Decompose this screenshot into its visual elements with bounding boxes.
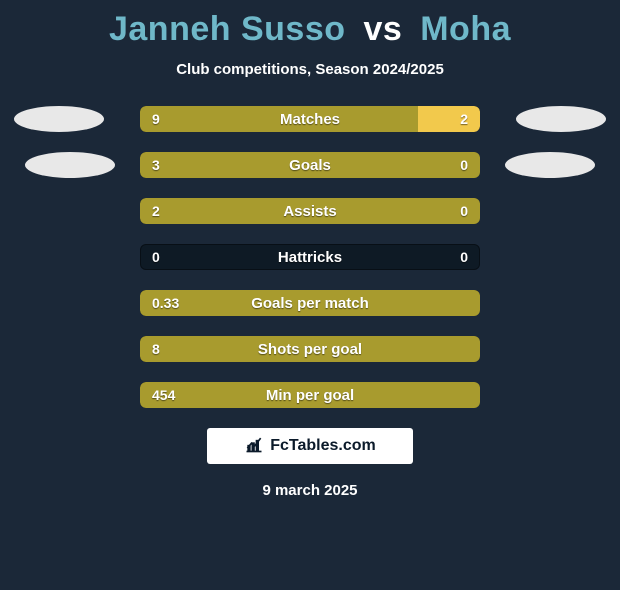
- subtitle: Club competitions, Season 2024/2025: [0, 61, 620, 78]
- stat-label: Goals per match: [140, 290, 480, 316]
- stat-value-left: 0: [152, 244, 160, 270]
- stat-row-hattricks: Hattricks0 0: [140, 244, 480, 270]
- stat-label: Shots per goal: [140, 336, 480, 362]
- brand-text: FcTables.com: [270, 437, 376, 455]
- stat-value-right: 0: [460, 198, 468, 224]
- player2-name: Moha: [420, 10, 511, 48]
- left-player-ellipse: [14, 106, 104, 132]
- stat-row-goals: Goals3 0: [140, 152, 480, 178]
- stat-label: Assists: [140, 198, 480, 224]
- stat-value-left: 0.33: [152, 290, 179, 316]
- stat-row-min-per-goal: Min per goal454: [140, 382, 480, 408]
- stat-value-left: 8: [152, 336, 160, 362]
- stat-label: Goals: [140, 152, 480, 178]
- stat-row-matches: Matches9 2: [140, 106, 480, 132]
- footer-date: 9 march 2025: [0, 482, 620, 499]
- stat-value-left: 9: [152, 106, 160, 132]
- comparison-chart: Matches92Goals30Assists20Hattricks00Goal…: [0, 106, 620, 408]
- stat-row-assists: Assists2 0: [140, 198, 480, 224]
- stat-label: Min per goal: [140, 382, 480, 408]
- stat-value-left: 454: [152, 382, 175, 408]
- stat-row-goals-per-match: Goals per match0.33: [140, 290, 480, 316]
- right-player-ellipse: [505, 152, 595, 178]
- brand-badge[interactable]: FcTables.com: [207, 428, 413, 464]
- stat-row-shots-per-goal: Shots per goal8: [140, 336, 480, 362]
- left-player-ellipse: [25, 152, 115, 178]
- stat-value-left: 3: [152, 152, 160, 178]
- stat-label: Matches: [140, 106, 480, 132]
- stat-label: Hattricks: [140, 244, 480, 270]
- stat-value-right: 0: [460, 244, 468, 270]
- right-player-ellipse: [516, 106, 606, 132]
- chart-icon: [244, 434, 264, 459]
- page-title: Janneh Susso vs Moha: [0, 10, 620, 49]
- stat-value-left: 2: [152, 198, 160, 224]
- vs-separator: vs: [363, 10, 402, 48]
- stat-value-right: 2: [460, 106, 468, 132]
- stat-value-right: 0: [460, 152, 468, 178]
- player1-name: Janneh Susso: [109, 10, 346, 48]
